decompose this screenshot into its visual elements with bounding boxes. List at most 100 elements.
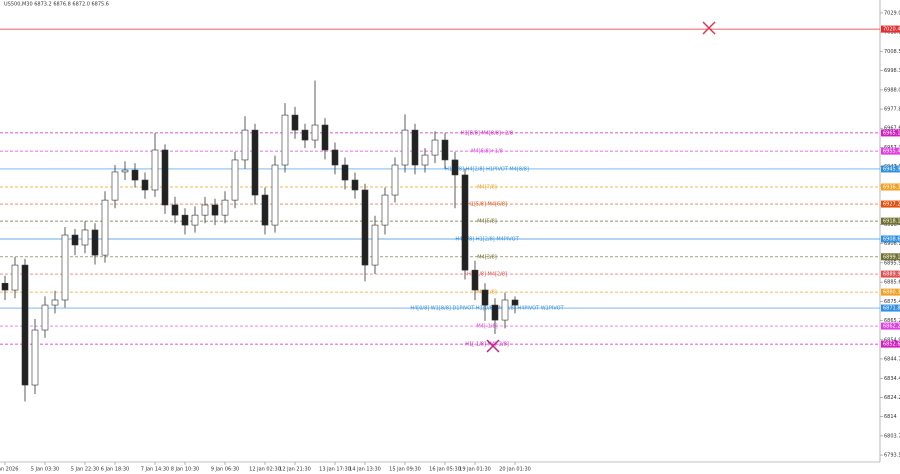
price-box: [881, 322, 900, 330]
candle-body: [411, 129, 419, 166]
price-box: [881, 147, 900, 155]
price-box-label: 6880.3: [883, 290, 900, 296]
y-tick-label: 6885.6: [884, 280, 900, 286]
price-box-label: 6936.3: [883, 184, 900, 190]
x-tick-label: 5 Jan 22:30: [71, 467, 99, 473]
candle-body: [391, 164, 399, 196]
chart-title: US500,M30 6873.2 6876.8 6872.0 6875.6: [4, 2, 109, 8]
candle-body: [1, 282, 9, 291]
candle-body: [201, 204, 209, 216]
candle-body: [361, 189, 369, 266]
price-box: [881, 200, 900, 208]
level-label: M4[-1/8]: [476, 324, 497, 330]
price-box: [881, 270, 900, 278]
candle-body: [271, 164, 279, 226]
y-tick-label: 7029.0: [884, 10, 900, 16]
price-box-label: 6899.1: [883, 254, 900, 260]
candle-body: [241, 129, 249, 161]
candle-body: [321, 124, 329, 151]
y-tick-label: 7008.5: [884, 49, 900, 55]
level-label: H1[1/8] M4[2/8]: [467, 272, 507, 278]
candle-body: [121, 169, 129, 173]
candle-body: [31, 329, 39, 386]
level-label: M4[7/8]: [477, 184, 496, 190]
price-box: [881, 253, 900, 261]
y-tick-label: 6977.8: [884, 107, 900, 113]
price-box-label: 6955.4: [883, 149, 900, 155]
x-tick-label: 2 Jan 2026: [0, 467, 18, 473]
y-tick-label: 6875.4: [884, 299, 900, 305]
level-label: M4[3/8]: [477, 254, 496, 260]
level-label: M4[5/8]: [477, 219, 496, 225]
candle-body: [311, 124, 319, 141]
x-tick-label: 7 Jan 14:30: [141, 467, 169, 473]
x-tick-label: 12 Jan 02:30: [249, 467, 281, 473]
price-box: [881, 340, 900, 348]
price-box-label: 7020.4: [883, 27, 900, 33]
price-box-label: 6908.6: [883, 236, 900, 242]
candle-body: [351, 179, 359, 191]
candle-body: [151, 149, 159, 191]
candle-body: [261, 194, 269, 226]
candle-body: [61, 234, 69, 301]
x-tick-label: 15 Jan 09:30: [389, 467, 421, 473]
x-tick-label: 14 Jan 13:30: [349, 467, 381, 473]
candle-body: [231, 159, 239, 201]
candle-body: [211, 204, 219, 216]
candle-body: [111, 171, 119, 201]
price-box: [881, 183, 900, 191]
candle-body: [41, 304, 49, 331]
level-label: H1[7/8] H4[2/8] H1PIVOT M4[8/8]: [445, 166, 529, 172]
level-label: H4[1/8] H1[2/8] M4PIVOT: [455, 236, 519, 242]
price-box-label: 6862.2: [883, 324, 900, 330]
candle-body: [491, 304, 499, 321]
candle-body: [171, 204, 179, 216]
candle-body: [471, 269, 479, 291]
level-label: H4[0/8] W1[8/8] D1PIVOT H1[0/8] M4[0/8] …: [410, 306, 564, 312]
x-tick-label: 6 Jan 18:30: [101, 467, 129, 473]
price-box-label: 6918.1: [883, 219, 900, 225]
level-label: H1[5/8] M4[6/8]: [467, 202, 507, 208]
cross-marker: [702, 21, 716, 35]
candle-body: [81, 229, 89, 246]
candle-body: [481, 289, 489, 306]
y-tick-label: 6895.9: [884, 260, 900, 266]
candle-body: [511, 299, 519, 306]
candle-body: [381, 194, 389, 226]
x-tick-label: 5 Jan 03:30: [31, 467, 59, 473]
y-tick-label: 7018.8: [884, 30, 900, 36]
candle-body: [501, 299, 509, 321]
candle-body: [71, 234, 79, 246]
price-box: [881, 129, 900, 137]
candle-body: [291, 114, 299, 131]
cross-marker: [486, 339, 500, 353]
candle-body: [21, 264, 29, 386]
x-tick-label: 9 Jan 06:30: [211, 467, 239, 473]
candle-body: [461, 174, 469, 271]
candle-body: [11, 264, 19, 291]
plot: 7029.0 7018.8 7008.5 6998.3 6988.0 6977.8 6967…: [0, 10, 900, 473]
candle-body: [301, 129, 309, 141]
y-tick-label: 6844.7: [884, 356, 900, 362]
candle-body: [441, 139, 449, 161]
y-tick-label: 6906.1: [884, 241, 900, 247]
level-label: H1[8/8] M4[8/8]+2/8: [461, 130, 513, 136]
price-box: [881, 165, 900, 173]
level-label: H1[-1/8] M4[-2/8]: [465, 342, 509, 348]
x-tick-label: 12 Jan 21:30: [279, 467, 311, 473]
candle-body: [191, 214, 199, 226]
candle-body: [421, 154, 429, 166]
price-box: [881, 288, 900, 296]
y-tick-label: 6967.6: [884, 126, 900, 132]
x-tick-label: 8 Jan 10:30: [171, 467, 199, 473]
candle-body: [371, 224, 379, 266]
price-box: [881, 217, 900, 225]
candle-body: [161, 149, 169, 206]
y-tick-label: 6865.2: [884, 318, 900, 324]
price-box-label: 6927.2: [883, 202, 900, 208]
price-box-label: 6965.1: [883, 130, 900, 136]
candle-body: [131, 169, 139, 181]
x-tick-label: 20 Jan 01:30: [499, 467, 531, 473]
price-box: [881, 25, 900, 33]
price-box-label: 6852.6: [883, 342, 900, 348]
